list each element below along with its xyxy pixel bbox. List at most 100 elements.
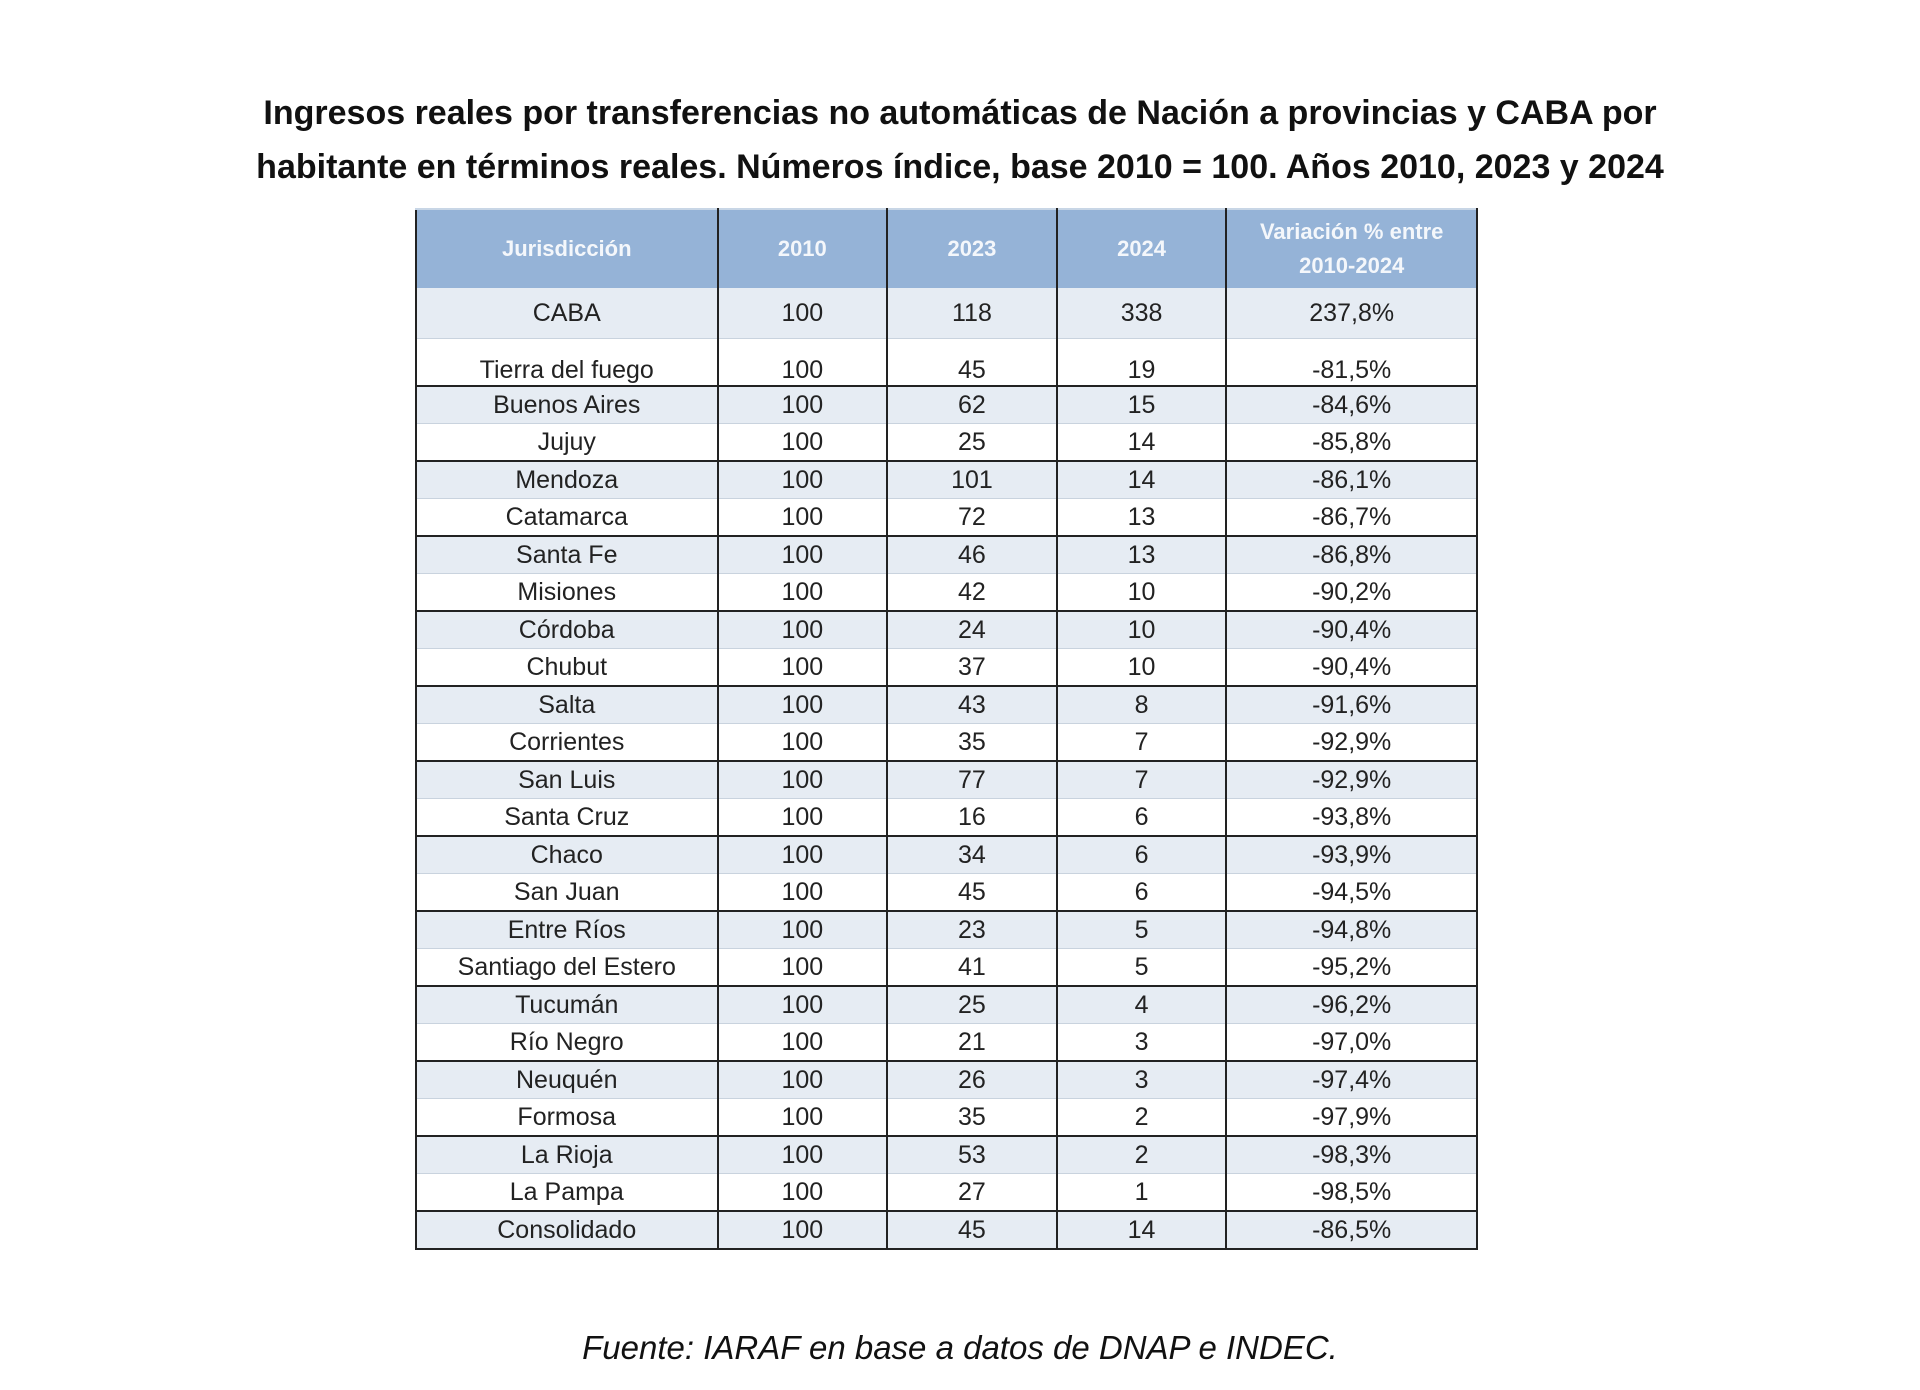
table-row: La Pampa 100 27 1 -98,5%	[415, 1173, 1478, 1212]
cell-jurisdiccion: Jujuy	[415, 423, 719, 462]
header-2023: 2023	[886, 208, 1058, 288]
cell-jurisdiccion: Chaco	[415, 836, 719, 874]
cell-2024: 6	[1055, 836, 1228, 874]
table-row: San Juan 100 45 6 -94,5%	[415, 873, 1478, 912]
table-row: Buenos Aires 100 62 15 -84,6%	[415, 386, 1478, 424]
cell-2010: 100	[716, 1211, 889, 1250]
cell-jurisdiccion: Córdoba	[415, 611, 719, 649]
cell-variacion: -98,3%	[1225, 1136, 1478, 1174]
table-row: Chaco 100 34 6 -93,9%	[415, 836, 1478, 874]
cell-2024: 1	[1055, 1173, 1228, 1212]
cell-variacion: -90,4%	[1225, 648, 1478, 687]
cell-2024: 10	[1055, 648, 1228, 687]
cell-2024: 6	[1055, 798, 1228, 837]
cell-2023: 25	[886, 986, 1058, 1024]
cell-variacion: -91,6%	[1225, 686, 1478, 724]
cell-jurisdiccion: Misiones	[415, 573, 719, 612]
cell-variacion: -90,4%	[1225, 611, 1478, 649]
cell-2010: 100	[716, 288, 889, 339]
cell-2024: 3	[1055, 1061, 1228, 1099]
cell-2024: 13	[1055, 536, 1228, 574]
cell-2023: 77	[886, 761, 1058, 799]
source-note: Fuente: IARAF en base a datos de DNAP e …	[582, 1329, 1338, 1366]
table-row: Córdoba 100 24 10 -90,4%	[415, 611, 1478, 649]
cell-jurisdiccion: San Luis	[415, 761, 719, 799]
cell-2010: 100	[716, 723, 889, 762]
cell-jurisdiccion: Santa Fe	[415, 536, 719, 574]
table-row: Corrientes 100 35 7 -92,9%	[415, 723, 1478, 762]
table-row: Río Negro 100 21 3 -97,0%	[415, 1023, 1478, 1062]
cell-2010: 100	[716, 1136, 889, 1174]
table-row: Santa Cruz 100 16 6 -93,8%	[415, 798, 1478, 837]
cell-2023: 43	[886, 686, 1058, 724]
cell-variacion: -94,8%	[1225, 911, 1478, 949]
cell-2024: 10	[1055, 573, 1228, 612]
cell-2023: 45	[886, 873, 1058, 912]
cell-2024: 3	[1055, 1023, 1228, 1062]
cell-2010: 100	[716, 761, 889, 799]
cell-variacion: -86,8%	[1225, 536, 1478, 574]
cell-2010: 100	[716, 873, 889, 912]
cell-2010: 100	[716, 338, 889, 387]
table-row: Jujuy 100 25 14 -85,8%	[415, 423, 1478, 462]
cell-2010: 100	[716, 611, 889, 649]
cell-2010: 100	[716, 461, 889, 499]
cell-2024: 10	[1055, 611, 1228, 649]
cell-2010: 100	[716, 1173, 889, 1212]
cell-2024: 338	[1055, 288, 1228, 339]
cell-2010: 100	[716, 573, 889, 612]
cell-2023: 118	[886, 288, 1058, 339]
cell-jurisdiccion: CABA	[415, 288, 719, 339]
cell-jurisdiccion: Mendoza	[415, 461, 719, 499]
cell-2010: 100	[716, 836, 889, 874]
cell-2024: 14	[1055, 423, 1228, 462]
cell-variacion: -90,2%	[1225, 573, 1478, 612]
cell-2010: 100	[716, 1023, 889, 1062]
cell-2024: 5	[1055, 948, 1228, 987]
cell-variacion: 237,8%	[1225, 288, 1478, 339]
cell-2010: 100	[716, 986, 889, 1024]
cell-2023: 27	[886, 1173, 1058, 1212]
cell-2024: 2	[1055, 1136, 1228, 1174]
cell-2010: 100	[716, 948, 889, 987]
title-line-2: habitante en términos reales. Números ín…	[256, 148, 1664, 186]
cell-2023: 46	[886, 536, 1058, 574]
header-2024: 2024	[1055, 208, 1228, 288]
cell-2023: 23	[886, 911, 1058, 949]
table-row: Santiago del Estero 100 41 5 -95,2%	[415, 948, 1478, 987]
cell-2024: 13	[1055, 498, 1228, 537]
cell-variacion: -94,5%	[1225, 873, 1478, 912]
table-row: Mendoza 100 101 14 -86,1%	[415, 461, 1478, 499]
cell-2024: 15	[1055, 386, 1228, 424]
cell-jurisdiccion: Santiago del Estero	[415, 948, 719, 987]
cell-variacion: -86,5%	[1225, 1211, 1478, 1250]
page-title: Ingresos reales por transferencias no au…	[0, 86, 1920, 194]
cell-variacion: -85,8%	[1225, 423, 1478, 462]
cell-2024: 14	[1055, 461, 1228, 499]
cell-2024: 19	[1055, 338, 1228, 387]
cell-2010: 100	[716, 648, 889, 687]
cell-2023: 21	[886, 1023, 1058, 1062]
cell-2024: 7	[1055, 723, 1228, 762]
cell-variacion: -95,2%	[1225, 948, 1478, 987]
cell-variacion: -92,9%	[1225, 761, 1478, 799]
cell-2024: 8	[1055, 686, 1228, 724]
cell-2010: 100	[716, 1061, 889, 1099]
cell-variacion: -81,5%	[1225, 338, 1478, 387]
cell-2010: 100	[716, 386, 889, 424]
cell-2023: 45	[886, 1211, 1058, 1250]
cell-2023: 62	[886, 386, 1058, 424]
cell-jurisdiccion: San Juan	[415, 873, 719, 912]
cell-variacion: -98,5%	[1225, 1173, 1478, 1212]
cell-jurisdiccion: Buenos Aires	[415, 386, 719, 424]
table-row: Tucumán 100 25 4 -96,2%	[415, 986, 1478, 1024]
table-row: Catamarca 100 72 13 -86,7%	[415, 498, 1478, 537]
table-row: Entre Ríos 100 23 5 -94,8%	[415, 911, 1478, 949]
cell-jurisdiccion: La Rioja	[415, 1136, 719, 1174]
cell-2023: 34	[886, 836, 1058, 874]
table-row: Santa Fe 100 46 13 -86,8%	[415, 536, 1478, 574]
cell-2010: 100	[716, 423, 889, 462]
cell-variacion: -84,6%	[1225, 386, 1478, 424]
table-row: Chubut 100 37 10 -90,4%	[415, 648, 1478, 687]
table-row: Consolidado 100 45 14 -86,5%	[415, 1211, 1478, 1250]
